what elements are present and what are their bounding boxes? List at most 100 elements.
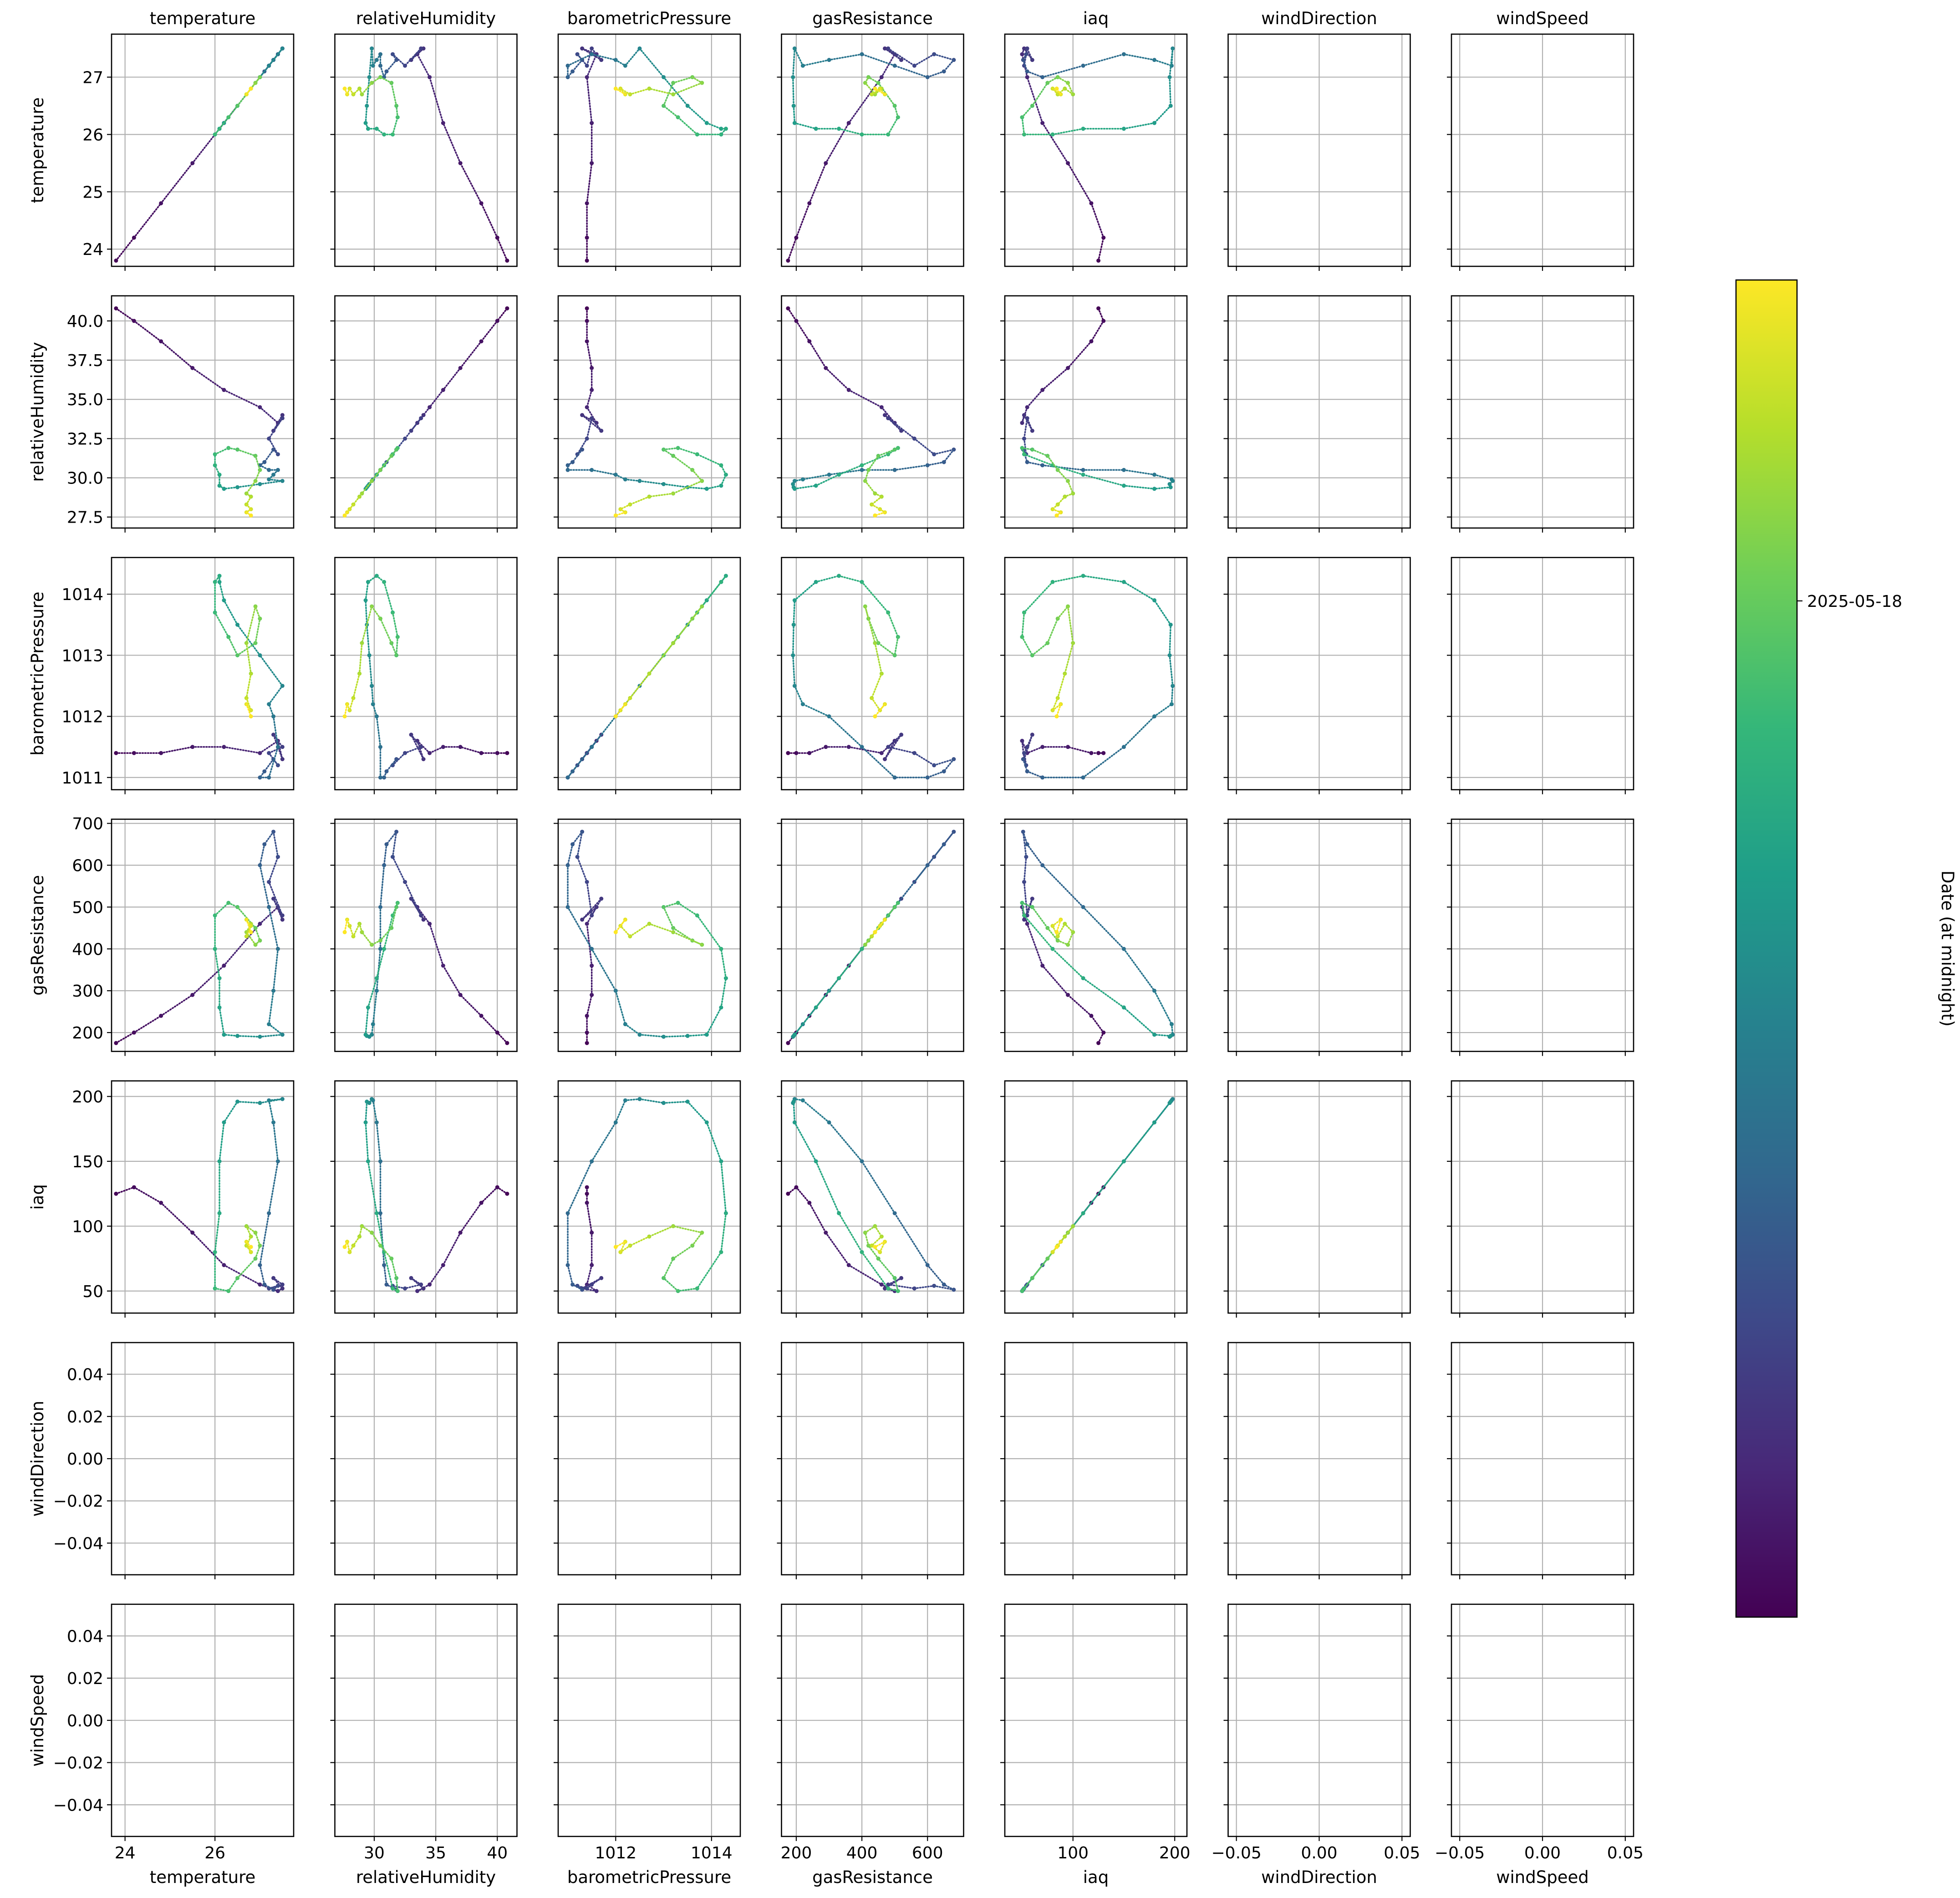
trajectory-segment	[391, 1257, 397, 1279]
trajectory-segment	[794, 47, 804, 67]
panel-frame	[334, 295, 518, 529]
trajectory-segment	[672, 931, 703, 946]
y-tick-label: −0.02	[53, 1754, 103, 1773]
trajectory-segment	[192, 367, 225, 391]
trajectory-segment	[591, 948, 617, 992]
trajectory-segment	[214, 116, 229, 136]
trajectory-segment	[395, 1277, 399, 1292]
trajectory-segment	[404, 746, 422, 754]
panel-frame	[111, 1603, 295, 1837]
trajectory-segment	[383, 1264, 387, 1286]
trajectory-segment	[927, 843, 945, 866]
trajectory-segment	[933, 758, 955, 766]
trajectory-segment	[223, 1101, 239, 1124]
trajectory-segment	[624, 478, 641, 482]
trajectory-segment	[648, 1225, 674, 1237]
y-tick-label: 300	[72, 982, 103, 1001]
trajectory-segment	[379, 455, 392, 471]
panel-frame	[781, 1080, 964, 1314]
data-point	[249, 930, 253, 935]
trajectory-segment	[391, 642, 397, 656]
trajectory-segment	[648, 493, 674, 498]
trajectory-segment	[395, 636, 399, 656]
trajectory-segment	[624, 1098, 641, 1101]
trajectory-segment	[586, 162, 593, 204]
panel-windSpeed-vs-barometricPressure: 1012 1014 barometricPressure	[554, 1603, 741, 1887]
trajectory-segment	[428, 1264, 444, 1286]
trajectory-segment	[245, 493, 252, 498]
trajectory-segment	[459, 162, 482, 204]
trajectory-segment	[214, 1212, 220, 1253]
trajectory-segment	[815, 977, 840, 1008]
y-tick-label: 0.02	[67, 1669, 103, 1688]
trajectory-segment	[586, 406, 597, 424]
panel-frame	[1227, 819, 1411, 1052]
trajectory-segment	[620, 925, 631, 937]
trajectory-segment	[1123, 485, 1156, 490]
trajectory-segment	[1123, 715, 1156, 748]
data-point	[873, 513, 877, 518]
trajectory-segment	[236, 1035, 261, 1038]
trajectory-segment	[1052, 697, 1059, 711]
trajectory-segment	[662, 105, 679, 118]
panel-temperature-vs-relativeHumidity: relativeHumidity	[330, 9, 518, 271]
trajectory-segment	[672, 480, 703, 494]
panel-frame	[111, 819, 295, 1052]
x-tick-label: 26	[204, 1844, 225, 1862]
panel-windSpeed-vs-temperature: 24 26 −0.04 −0.02 0.00 0.02 0.04 temperature win…	[28, 1603, 295, 1887]
panel-relativeHumidity-vs-iaq	[1000, 295, 1188, 533]
trajectory-segment	[115, 1186, 135, 1195]
panel-background	[112, 819, 294, 1052]
trajectory-segment	[696, 1251, 722, 1289]
trajectory-segment	[861, 1251, 889, 1289]
y-tick-label: 1014	[61, 585, 103, 604]
trajectory-segment	[1021, 636, 1033, 656]
panel-frame	[1004, 1603, 1188, 1837]
trajectory-segment	[1153, 599, 1171, 626]
panel-frame	[334, 557, 518, 790]
panel-frame	[1451, 1080, 1634, 1314]
trajectory-segment	[259, 1033, 284, 1038]
trajectory-segment	[815, 473, 840, 487]
trajectory-segment	[913, 752, 935, 766]
trajectory-segment	[1067, 606, 1074, 644]
panel-frame	[1451, 295, 1634, 529]
trajectory-segment	[1123, 948, 1156, 992]
panel-barometricPressure-vs-windSpeed	[1447, 557, 1634, 794]
trajectory-segment	[376, 1121, 382, 1162]
panel-background	[112, 1081, 294, 1313]
trajectory-segment	[361, 82, 373, 95]
y-tick-label: 0.02	[67, 1408, 103, 1426]
panel-windDirection-vs-windDirection	[1223, 1342, 1411, 1579]
trajectory-segment	[1023, 453, 1054, 466]
trajectory-segment	[706, 485, 722, 490]
trajectory-segment	[214, 948, 220, 979]
trajectory-segment	[376, 948, 385, 979]
x-tick-label: 0.00	[1301, 1844, 1337, 1862]
trajectory-segment	[255, 927, 261, 941]
panel-frame	[1227, 1342, 1411, 1576]
trajectory-segment	[1056, 703, 1062, 717]
trajectory-segment	[662, 82, 674, 107]
panel-windDirection-vs-windSpeed	[1447, 1342, 1634, 1579]
trajectory-segment	[245, 703, 252, 717]
panel-barometricPressure-vs-gasResistance	[777, 557, 964, 794]
trajectory-segment	[1026, 746, 1044, 754]
data-point	[249, 513, 253, 518]
panel-iaq-vs-gasResistance	[777, 1080, 964, 1318]
trajectory-segment	[787, 237, 797, 262]
trajectory-segment	[629, 923, 650, 937]
trajectory-segment	[809, 1202, 827, 1234]
trajectory-segment	[881, 53, 896, 78]
trajectory-segment	[874, 87, 883, 95]
trajectory-segment	[677, 447, 698, 455]
trajectory-segment	[838, 128, 863, 136]
trajectory-segment	[379, 864, 385, 908]
panel-background	[335, 1081, 517, 1313]
trajectory-segment	[691, 469, 703, 482]
trajectory-segment	[1047, 618, 1059, 644]
trajectory-segment	[115, 1032, 135, 1044]
trajectory-segment	[794, 685, 804, 705]
trajectory-segment	[1021, 611, 1025, 638]
